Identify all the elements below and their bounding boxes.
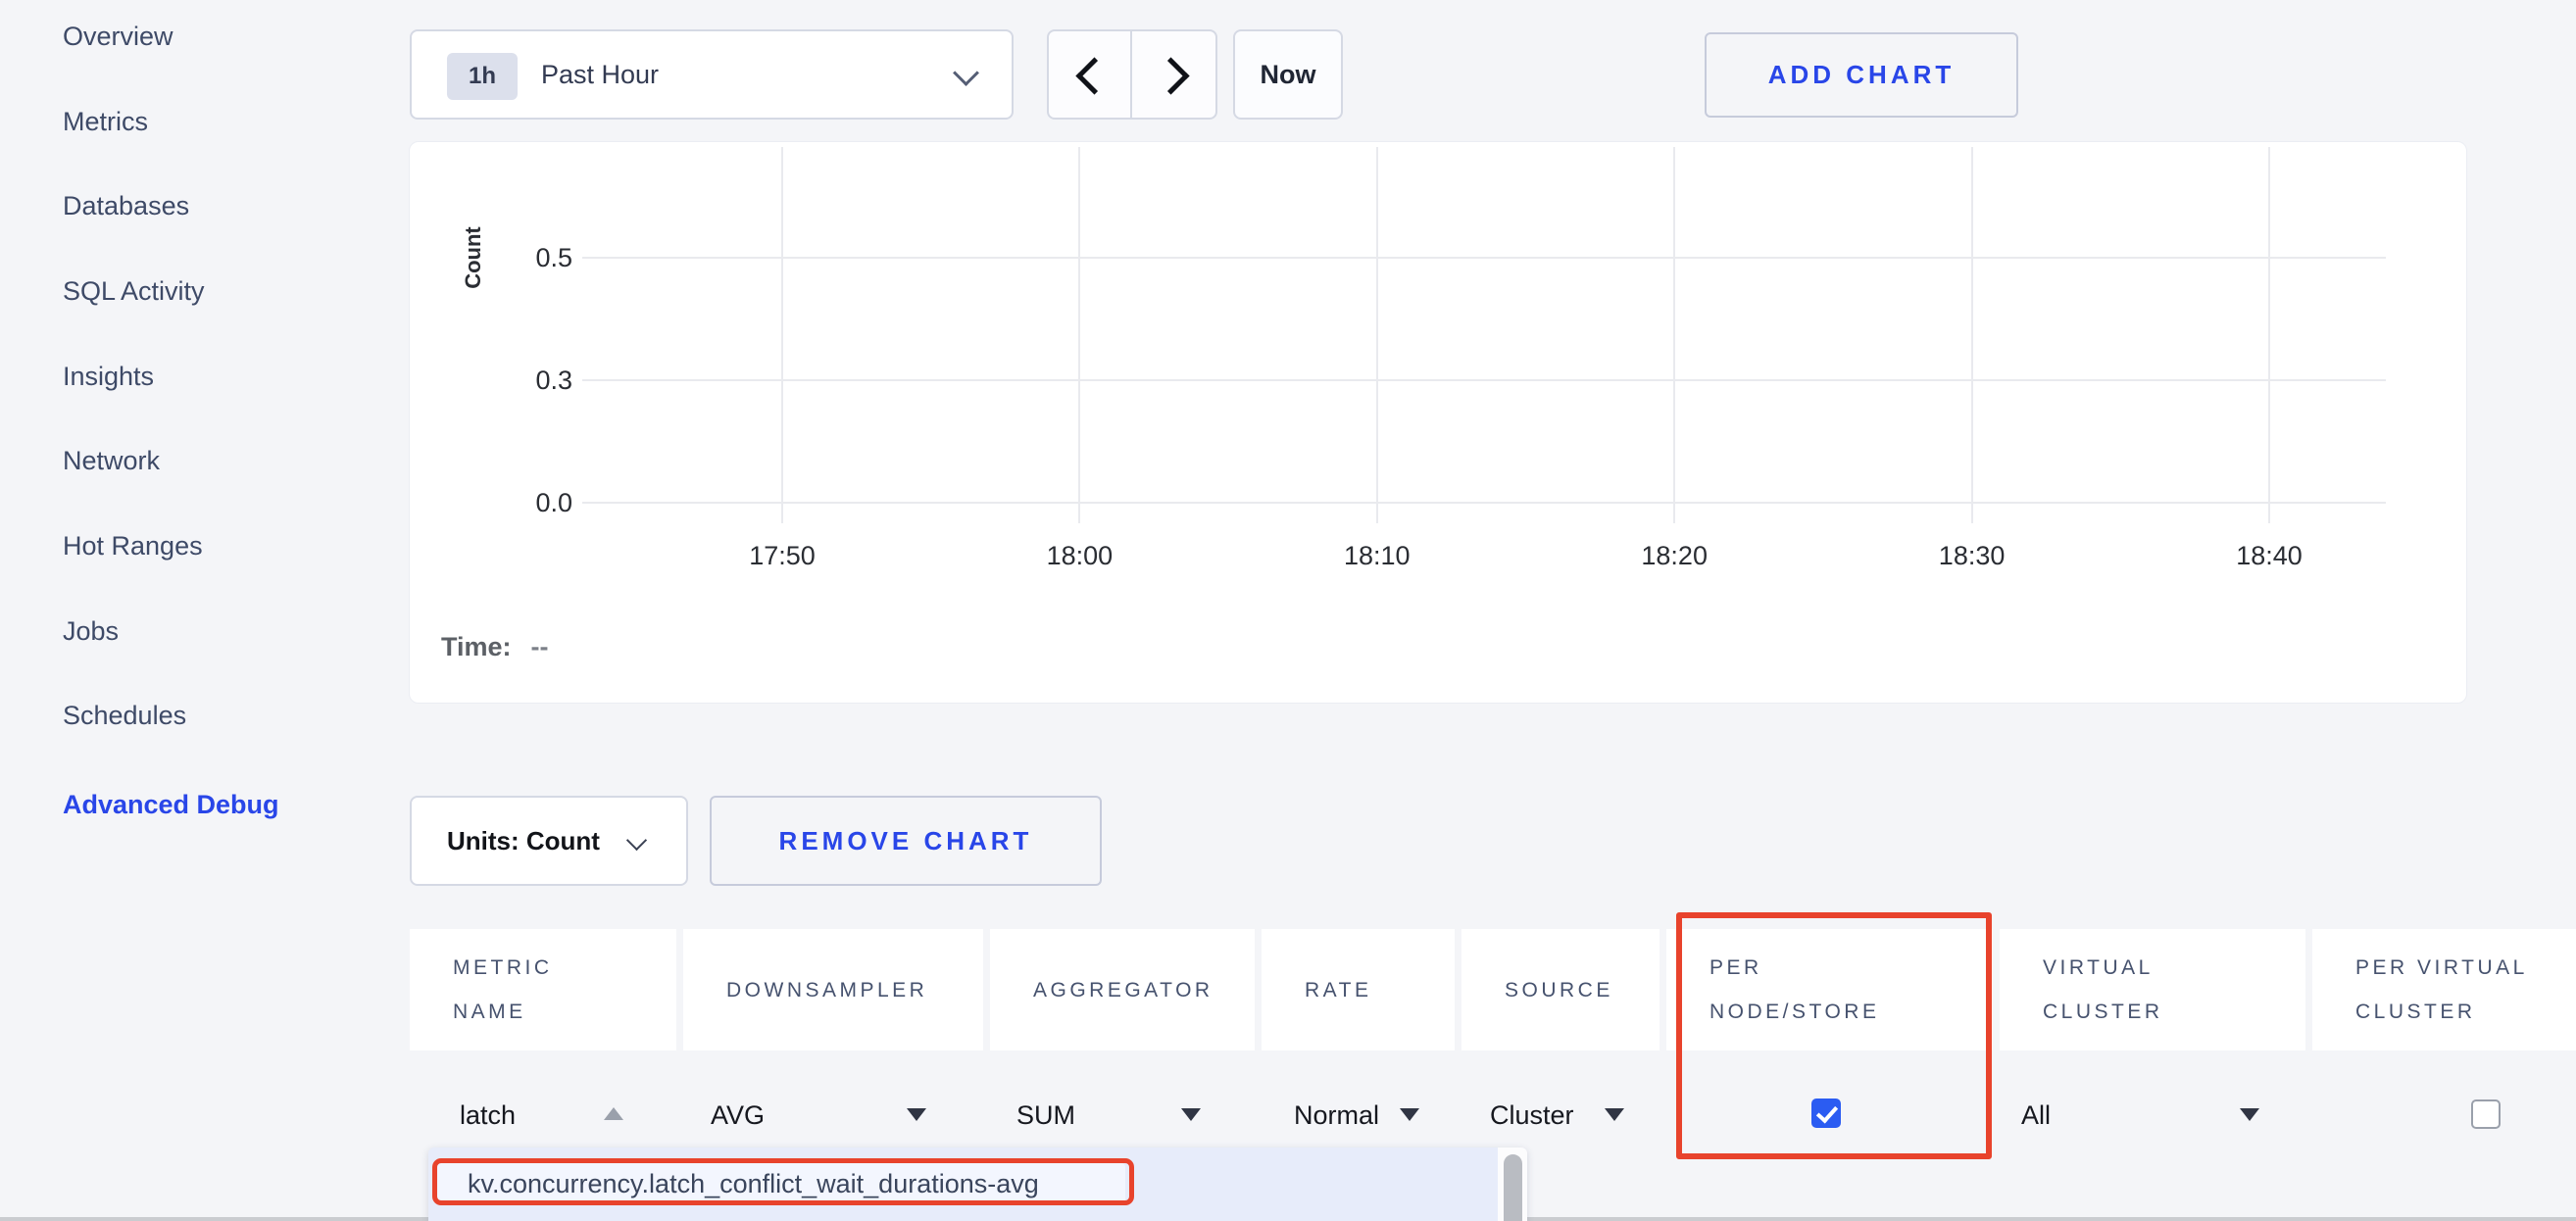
y-gridline	[582, 502, 2386, 504]
now-button[interactable]: Now	[1233, 29, 1343, 120]
chevron-right-icon	[1152, 57, 1190, 95]
metric-suggestion-label: kv.concurrency.latch_conflict_wait_durat…	[468, 1169, 1039, 1198]
chevron-left-icon	[1075, 57, 1114, 95]
caret-up-icon[interactable]	[604, 1107, 623, 1120]
tooltip-value: --	[530, 632, 549, 661]
time-prev-button[interactable]	[1047, 29, 1132, 120]
aggregator-select[interactable]: SUM	[1016, 1100, 1075, 1130]
sidebar-item-metrics[interactable]: Metrics	[63, 107, 148, 136]
caret-down-icon[interactable]	[2240, 1108, 2259, 1121]
y-gridline	[582, 379, 2386, 381]
metric-suggestion-item[interactable]: kv.concurrency.latch_conflict_wait_durat…	[437, 1163, 1125, 1204]
x-gridline	[1970, 147, 1973, 523]
chart-tooltip-time: Time: --	[441, 632, 549, 662]
y-axis-label: Count	[461, 226, 485, 289]
caret-down-icon[interactable]	[1181, 1108, 1201, 1121]
time-range-badge: 1h	[447, 53, 518, 100]
metric-name-input[interactable]: latch	[460, 1100, 517, 1130]
sidebar-item-databases[interactable]: Databases	[63, 191, 190, 220]
sidebar-item-sql-activity[interactable]: SQL Activity	[63, 276, 205, 306]
column-header-per-node-store: PER NODE/STORE	[1666, 929, 1993, 1050]
time-range-selector[interactable]: 1h Past Hour	[410, 29, 1014, 120]
x-gridline	[781, 147, 783, 523]
rate-select[interactable]: Normal	[1294, 1100, 1380, 1130]
sidebar-item-network[interactable]: Network	[63, 446, 161, 475]
units-dropdown-label: Units: Count	[447, 826, 600, 855]
column-header-metric-name: METRIC NAME	[410, 929, 676, 1050]
per-virtual-cluster-checkbox[interactable]	[2471, 1099, 2501, 1129]
virtual-cluster-select[interactable]: All	[2021, 1100, 2052, 1130]
sidebar-item-jobs[interactable]: Jobs	[63, 616, 120, 646]
custom-chart-panel: 0.5 0.3 0.0 17:50 18:00 18:10 18:20 18:30 18:40 …	[409, 141, 2467, 704]
x-gridline	[1375, 147, 1378, 523]
y-tick-label: 0.3	[535, 366, 572, 395]
x-gridline	[2268, 147, 2270, 523]
dropdown-scrollbar	[1498, 1148, 1527, 1221]
chevron-down-icon	[625, 829, 648, 852]
metric-suggestions-dropdown: kv.concurrency.latch_conflict_wait_durat…	[428, 1148, 1527, 1221]
downsampler-select[interactable]: AVG	[711, 1100, 766, 1130]
dropdown-scrollbar-thumb[interactable]	[1504, 1154, 1522, 1221]
sidebar-item-overview[interactable]: Overview	[63, 22, 173, 51]
column-header-aggregator: AGGREGATOR	[990, 929, 1255, 1050]
remove-chart-button[interactable]: REMOVE CHART	[710, 796, 1102, 886]
y-tick-label: 0.5	[535, 243, 572, 272]
x-tick-label: 18:20	[1641, 541, 1708, 570]
y-gridline	[582, 257, 2386, 259]
caret-down-icon[interactable]	[1605, 1108, 1624, 1121]
sidebar-item-insights[interactable]: Insights	[63, 362, 155, 391]
column-header-virtual-cluster: VIRTUAL CLUSTER	[2000, 929, 2305, 1050]
caret-down-icon[interactable]	[1400, 1108, 1419, 1121]
time-next-button[interactable]	[1130, 29, 1217, 120]
time-range-label: Past Hour	[541, 60, 660, 89]
x-tick-label: 18:40	[2236, 541, 2303, 570]
x-tick-label: 18:00	[1046, 541, 1114, 570]
x-gridline	[1078, 147, 1081, 523]
add-chart-button[interactable]: ADD CHART	[1705, 32, 2018, 118]
units-dropdown[interactable]: Units: Count	[410, 796, 688, 886]
column-header-source: SOURCE	[1461, 929, 1660, 1050]
sidebar-item-schedules[interactable]: Schedules	[63, 701, 187, 730]
x-tick-label: 18:30	[1938, 541, 2006, 570]
column-header-per-virtual-cluster: PER VIRTUAL CLUSTER	[2312, 929, 2576, 1050]
x-tick-label: 17:50	[749, 541, 816, 570]
y-tick-label: 0.0	[535, 488, 572, 517]
x-tick-label: 18:10	[1344, 541, 1411, 570]
sidebar-item-advanced-debug[interactable]: Advanced Debug	[63, 790, 279, 819]
tooltip-label: Time:	[441, 632, 512, 661]
x-gridline	[1673, 147, 1676, 523]
caret-down-icon[interactable]	[907, 1108, 926, 1121]
column-header-rate: RATE	[1262, 929, 1455, 1050]
sidebar-item-hot-ranges[interactable]: Hot Ranges	[63, 531, 203, 561]
column-header-downsampler: DOWNSAMPLER	[683, 929, 983, 1050]
chart-plot-area[interactable]: 0.5 0.3 0.0 17:50 18:00 18:10 18:20 18:30 18:40	[410, 142, 2466, 703]
source-select[interactable]: Cluster	[1490, 1100, 1574, 1130]
per-node-store-checkbox[interactable]	[1811, 1099, 1841, 1128]
chevron-down-icon	[953, 60, 979, 86]
